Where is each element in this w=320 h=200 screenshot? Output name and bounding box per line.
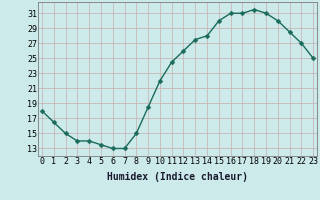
X-axis label: Humidex (Indice chaleur): Humidex (Indice chaleur) xyxy=(107,172,248,182)
